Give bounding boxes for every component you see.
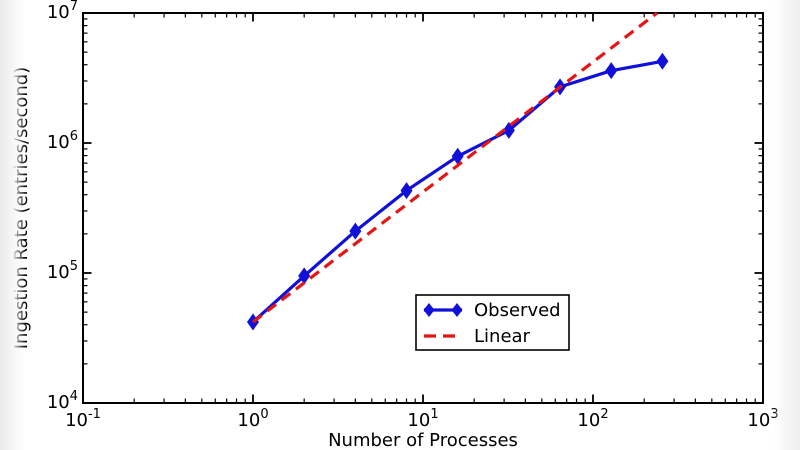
observed-marker	[451, 147, 464, 165]
y-tick-label: 106	[47, 129, 78, 153]
x-tick-label: 102	[577, 407, 608, 431]
observed-marker	[423, 303, 435, 317]
observed-marker	[656, 52, 669, 70]
observed-marker	[451, 303, 463, 317]
x-tick-label: 100	[237, 407, 268, 431]
y-tick-label: 104	[47, 389, 78, 413]
legend: Observed Linear	[415, 294, 570, 351]
legend-label-observed: Observed	[474, 300, 561, 321]
observed-marker	[502, 121, 515, 139]
observed-marker	[400, 182, 413, 200]
observed-marker	[605, 62, 618, 80]
x-axis-label: Number of Processes	[328, 430, 518, 450]
y-axis	[83, 12, 763, 404]
legend-box	[415, 294, 570, 351]
legend-label-linear: Linear	[474, 326, 531, 347]
observed-marker	[349, 222, 362, 240]
observed-marker	[298, 267, 311, 285]
x-tick-label: 101	[407, 407, 438, 431]
x-tick-label: 10-1	[65, 407, 101, 431]
y-tick-label: 107	[47, 0, 78, 23]
linear-line	[252, 11, 658, 324]
x-axis	[82, 13, 764, 403]
y-tick-label: 105	[47, 259, 78, 283]
series-linear	[252, 11, 658, 324]
y-axis-label: Ingestion Rate (entries/second)	[11, 67, 32, 350]
